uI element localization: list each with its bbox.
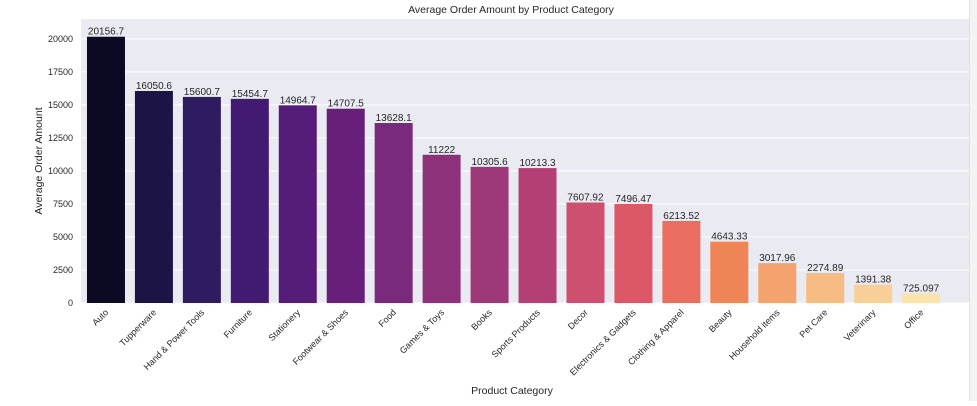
bar-value-label: 7496.47 [615,194,652,205]
bar [374,122,413,304]
bar-value-label: 14964.7 [280,95,317,106]
bar [134,90,173,303]
bar-value-label: 7607.92 [567,193,604,204]
x-tick-label: Auto [90,307,110,327]
x-tick-label: Sports Products [490,307,543,360]
bar [614,203,653,303]
bar [806,272,845,303]
y-tick-label: 15000 [48,100,73,110]
bar-value-label: 11222 [428,145,456,156]
bar-value-label: 16050.6 [136,81,173,92]
x-tick-label: Stationery [266,307,302,343]
bar [326,108,365,304]
bar-value-label: 2274.89 [807,263,844,274]
bar-value-label: 14707.5 [328,99,365,110]
bar-value-label: 15454.7 [232,89,269,100]
bar [854,284,893,303]
bar-value-label: 20156.7 [88,27,125,38]
x-tick-label: Veterinary [842,307,878,343]
bar [86,36,125,304]
y-tick-label: 2500 [53,265,73,275]
bar-value-label: 10213.3 [519,158,556,169]
x-tick-label: Furniture [222,307,255,340]
chart-title: Average Order Amount by Product Category [408,4,615,16]
bars [86,36,941,304]
bar [470,166,509,303]
x-tick-label: Office [902,307,926,331]
bar-value-label: 6213.52 [663,211,700,222]
y-axis-ticks: 0 2500 5000 7500 10000 12500 15000 17500 20000 [48,34,73,308]
y-tick-label: 20000 [48,34,73,44]
x-tick-label: Pet Care [797,307,829,339]
bar-value-label: 15600.7 [184,87,221,98]
x-axis-title: Product Category [471,385,553,397]
bar [230,98,269,304]
bar [278,105,317,303]
y-axis-title: Average Order Amount [33,107,45,214]
x-tick-label: Food [377,307,399,329]
bar [758,263,797,303]
bar-value-label: 1391.38 [855,275,892,286]
y-tick-label: 7500 [53,199,73,209]
bar [902,293,941,303]
bar-value-label: 10305.6 [471,157,508,168]
x-tick-label: Decor [566,307,590,331]
bar-value-label: 13628.1 [376,113,413,124]
bar-value-label: 725.097 [903,283,940,294]
bar-value-label: 4643.33 [711,232,748,243]
y-tick-label: 0 [68,298,73,308]
y-tick-label: 5000 [53,232,73,242]
bar [182,96,221,304]
x-tick-label: Games & Toys [398,307,447,356]
y-tick-label: 17500 [48,67,73,77]
y-tick-label: 10000 [48,166,73,176]
x-tick-label: Household items [727,307,782,362]
bar [566,202,605,303]
x-tick-label: Beauty [707,307,734,334]
data-labels: 20156.7 16050.6 15600.7 15454.7 14964.7 14707… [88,27,940,295]
x-tick-label: Books [469,307,494,332]
window-edge [969,0,977,401]
y-tick-label: 12500 [48,133,73,143]
bar [710,241,749,303]
bar [662,220,701,303]
bar [422,154,461,303]
bar-value-label: 3017.96 [759,253,796,264]
x-tick-label: Tupperware [118,307,159,348]
bar [518,168,557,303]
